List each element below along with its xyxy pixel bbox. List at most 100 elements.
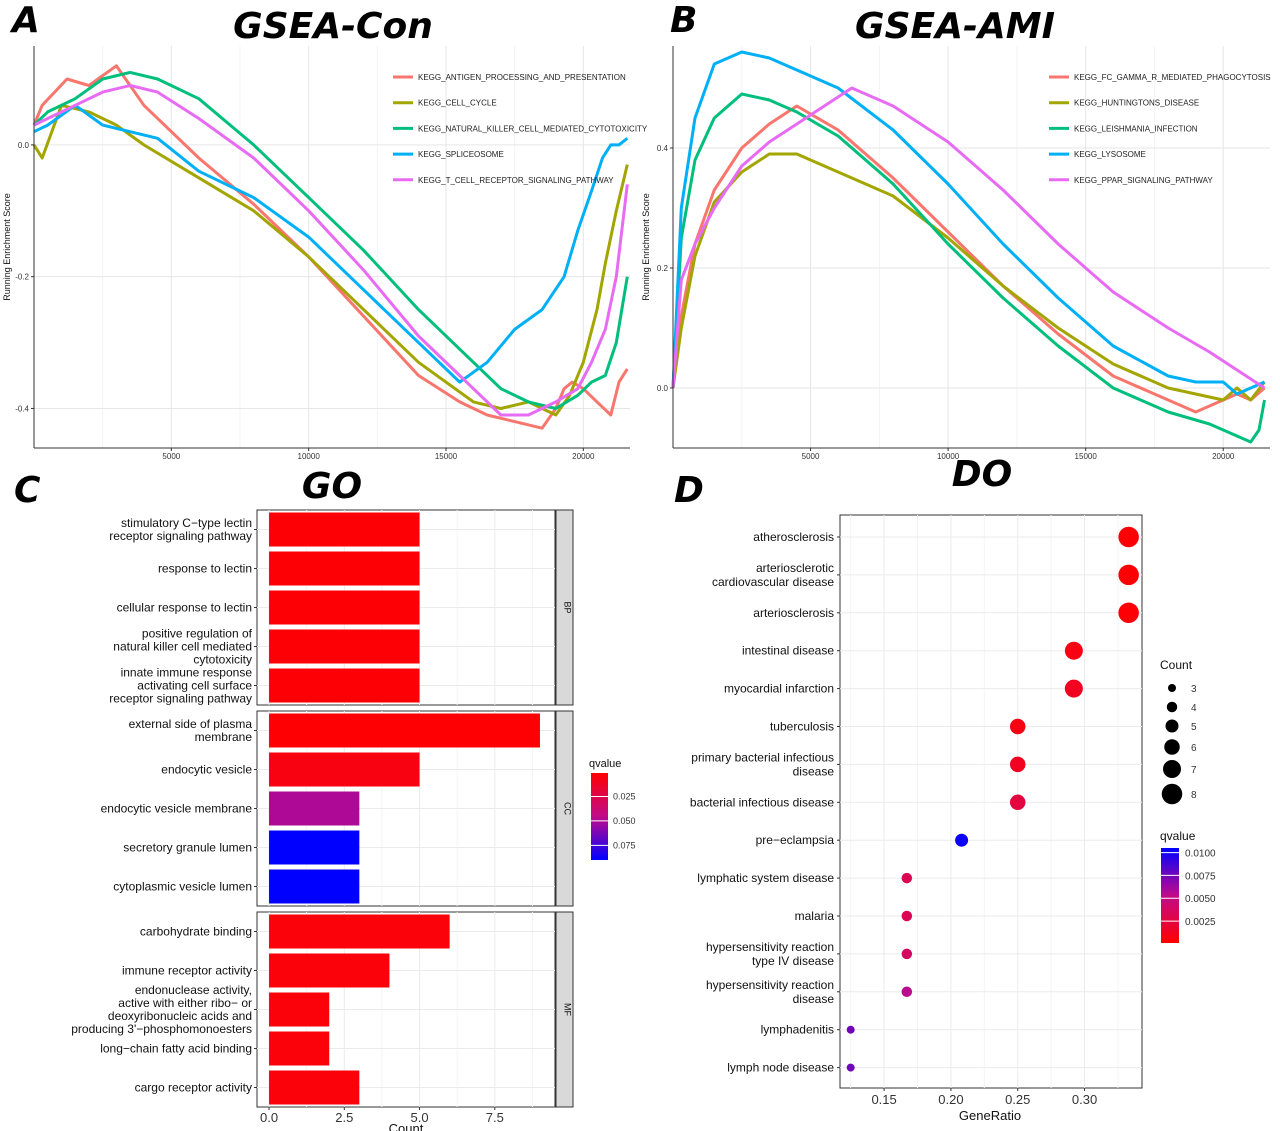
panel-letter-b: B <box>670 0 697 41</box>
category-label: lymph node disease <box>727 1061 834 1075</box>
category-label: response to lectin <box>158 562 252 576</box>
series-line-kegg-spliceosome <box>33 103 629 384</box>
x-tick-label: 0.25 <box>1005 1092 1030 1107</box>
colorbar-title: qvalue <box>589 758 621 770</box>
series-line-kegg-t-cell-receptor-signaling-pathway <box>33 84 629 417</box>
category-label: cytoplasmic vesicle lumen <box>113 880 252 894</box>
category-label: disease <box>793 992 835 1006</box>
y-axis-title: Running Enrichment Score <box>641 193 651 301</box>
category-label: cytotoxicity <box>193 653 252 667</box>
dot-myocardial-infarction <box>1064 679 1083 698</box>
facet-strip-label: CC <box>563 802 573 815</box>
category-label: arteriosclerosis <box>753 606 834 620</box>
colorbar-tick-label: 0.0100 <box>1185 849 1216 860</box>
x-tick-label: 5000 <box>162 452 180 461</box>
category-label: active with either ribo− or <box>118 996 252 1010</box>
category-label: stimulatory C−type lectin <box>121 516 252 530</box>
dot-lymph-node-disease <box>846 1063 855 1072</box>
category-label: activating cell surface <box>137 679 252 693</box>
facet-strip-label: BP <box>563 601 573 613</box>
x-tick-label: 0.0 <box>260 1110 278 1125</box>
dot-malaria <box>901 910 913 922</box>
category-label: cargo receptor activity <box>135 1081 252 1095</box>
size-legend-dot <box>1161 783 1183 805</box>
category-label: cardiovascular disease <box>712 575 834 589</box>
size-legend-label: 5 <box>1191 722 1197 733</box>
legend-label-kegg-leishmania-infection: KEGG_LEISHMANIA_INFECTION <box>1074 124 1198 133</box>
dot-tuberculosis <box>1009 718 1026 735</box>
category-label: arteriosclerotic <box>756 561 834 575</box>
dot-arteriosclerosis <box>1118 602 1139 624</box>
category-label: producing 3'−phosphomonoesters <box>71 1022 252 1036</box>
legend-label-kegg-t-cell-receptor-signaling-pathway: KEGG_T_CELL_RECEPTOR_SIGNALING_PATHWAY <box>418 176 614 185</box>
x-axis-title: GeneRatio <box>959 1108 1021 1123</box>
dot-lymphadenitis <box>846 1025 855 1034</box>
bar-cargo-receptor-activity <box>269 1070 360 1105</box>
size-legend-label: 3 <box>1191 684 1197 695</box>
category-label: natural killer cell mediated <box>113 640 252 654</box>
facet-strip <box>555 911 574 1108</box>
legend-label-kegg-antigen-processing-and-presentation: KEGG_ANTIGEN_PROCESSING_AND_PRESENTATION <box>418 73 626 82</box>
x-tick-label: 20000 <box>1212 452 1235 461</box>
colorbar-tick-label: 0.075 <box>613 840 636 850</box>
category-label: atherosclerosis <box>753 530 834 544</box>
bar-cellular-response-to-lectin <box>269 590 420 625</box>
x-tick-label: 15000 <box>435 452 458 461</box>
bar-secretory-granule-lumen <box>269 830 360 865</box>
colorbar-tick-label: 0.0050 <box>1185 894 1216 905</box>
dot-atherosclerosis <box>1118 526 1139 548</box>
size-legend-dot <box>1168 684 1176 692</box>
colorbar-tick-label: 0.050 <box>613 816 636 826</box>
colorbar-tick-label: 0.025 <box>613 791 636 801</box>
panel-letter-a: A <box>9 0 40 41</box>
panel-a-title: GSEA-Con <box>233 6 433 47</box>
category-label: malaria <box>795 909 835 923</box>
category-label: immune receptor activity <box>122 964 252 978</box>
category-label: membrane <box>195 730 253 744</box>
colorbar-tick-label: 0.0075 <box>1185 871 1216 882</box>
dot-hypersensitivity-reaction-type-iv-disease <box>901 948 913 960</box>
category-label: bacterial infectious disease <box>690 795 834 809</box>
x-tick-label: 7.5 <box>486 1110 504 1125</box>
category-label: endocytic vesicle <box>161 763 252 777</box>
size-legend-label: 6 <box>1191 743 1197 754</box>
y-tick-label: -0.2 <box>15 273 29 282</box>
y-tick-label: 0.0 <box>18 141 30 150</box>
y-axis-title: Running Enrichment Score <box>2 193 12 301</box>
category-label: hypersensitivity reaction <box>706 940 834 954</box>
colorbar-title: qvalue <box>1160 829 1196 843</box>
category-label: positive regulation of <box>142 627 253 641</box>
category-label: disease <box>793 764 835 778</box>
facet-mf: carbohydrate binding immune receptor acti… <box>71 911 574 1108</box>
gsea-ami-chart: 5000 10000 15000 20000 0.4 0.2 0.0 Running Enri… <box>641 46 1271 461</box>
size-legend-dot <box>1165 719 1179 733</box>
dot-intestinal-disease <box>1064 641 1083 660</box>
size-legend-dot <box>1166 701 1178 713</box>
panel-d-title: DO <box>952 454 1013 495</box>
panel-letter-c: C <box>14 470 41 511</box>
x-tick-label: 0.15 <box>871 1092 896 1107</box>
category-label: secretory granule lumen <box>123 841 252 855</box>
legend-label-kegg-cell-cycle: KEGG_CELL_CYCLE <box>418 99 497 108</box>
facet-strip <box>555 509 574 706</box>
series-line-kegg-lysosome <box>671 50 1266 396</box>
do-dot-chart: atherosclerosis arterioscleroticcardiovas… <box>690 514 1216 1123</box>
x-tick-label: 0.30 <box>1072 1092 1097 1107</box>
bar-endocytic-vesicle <box>269 752 420 787</box>
size-legend-label: 7 <box>1191 765 1197 776</box>
series-line-kegg-fc-gamma-r-mediated-phagocytosis <box>671 104 1266 414</box>
dot-pre-eclampsia <box>955 833 969 847</box>
category-label: endonuclease activity, <box>135 983 252 997</box>
size-legend-title: Count <box>1160 658 1193 672</box>
panel-c-title: GO <box>302 466 362 507</box>
bar-carbohydrate-binding <box>269 914 450 949</box>
series-line-kegg-antigen-processing-and-presentation <box>32 64 629 430</box>
category-label: hypersensitivity reaction <box>706 978 834 992</box>
plot-panel <box>839 514 1143 1089</box>
panel-letter-d: D <box>674 470 704 511</box>
bar-cytoplasmic-vesicle-lumen <box>269 869 360 904</box>
gsea-con-chart: 5000 10000 15000 20000 0.0 -0.2 -0.4 Running En… <box>2 46 648 461</box>
category-label: lymphadenitis <box>761 1023 834 1037</box>
